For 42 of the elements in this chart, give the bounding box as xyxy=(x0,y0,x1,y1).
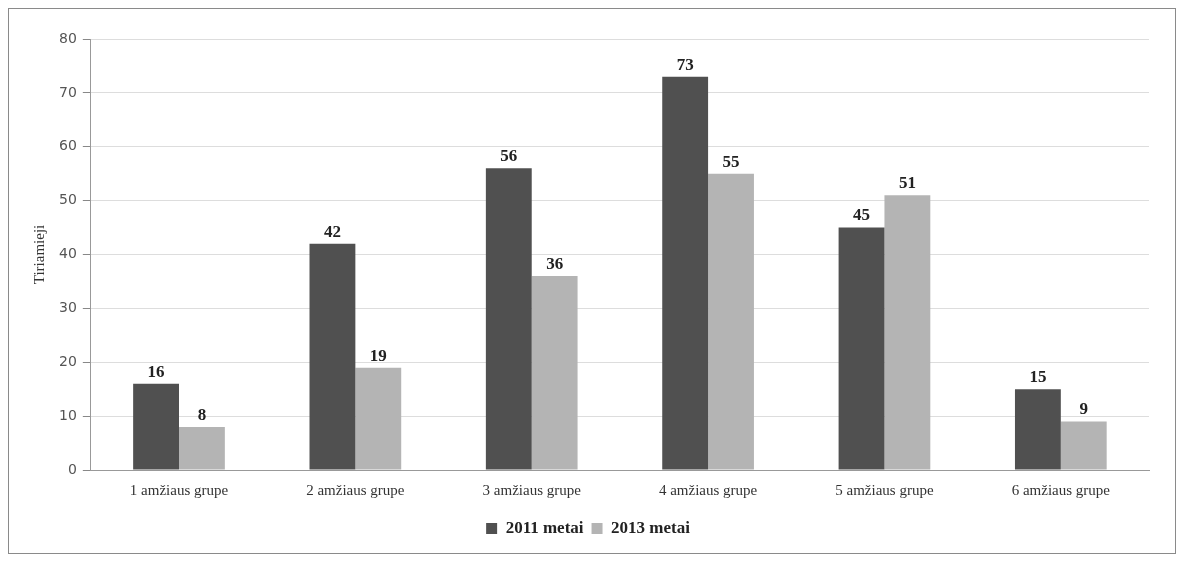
y-tick-label: 60 xyxy=(58,137,77,154)
bar xyxy=(355,367,402,470)
y-tick-label: 20 xyxy=(58,352,77,369)
x-tick-label: 3 amžiaus grupe xyxy=(482,481,582,498)
bar xyxy=(531,276,578,470)
bar xyxy=(1060,421,1107,470)
bar xyxy=(485,168,532,470)
x-tick-label: 5 amžiaus grupe xyxy=(835,481,934,498)
data-label: 56 xyxy=(500,146,518,166)
bar xyxy=(309,243,356,470)
x-tick-label: 2 amžiaus grupe xyxy=(306,481,405,498)
data-label: 15 xyxy=(1029,367,1047,387)
x-tick-label: 1 amžiaus grupe xyxy=(129,481,229,498)
y-tick-label: 30 xyxy=(58,299,77,316)
y-tick-label: 40 xyxy=(58,245,77,262)
y-tick-label: 70 xyxy=(58,83,77,100)
data-label: 73 xyxy=(676,54,694,74)
data-label: 45 xyxy=(853,205,871,225)
x-tick-label: 6 amžiaus grupe xyxy=(1011,481,1111,498)
bar xyxy=(884,195,931,470)
bar xyxy=(1014,389,1061,470)
bar xyxy=(179,426,225,470)
bar xyxy=(838,227,885,470)
y-tick-label: 50 xyxy=(58,191,77,208)
data-label: 55 xyxy=(722,151,740,171)
bar xyxy=(133,383,179,470)
x-tick-label: 4 amžiaus grupe xyxy=(658,481,758,498)
data-label: 9 xyxy=(1079,399,1088,419)
y-tick-label: 80 xyxy=(58,29,77,46)
bar xyxy=(662,76,709,470)
data-label: 42 xyxy=(323,221,341,241)
data-label: 16 xyxy=(147,361,165,381)
y-tick-label: 0 xyxy=(67,460,77,477)
data-label: 19 xyxy=(369,345,387,365)
legend-label: 2013 metai xyxy=(611,517,691,537)
y-axis-title: Tiriamieji xyxy=(30,224,47,285)
legend-label: 2011 metai xyxy=(505,517,584,537)
bar xyxy=(708,173,754,470)
y-tick-label: 10 xyxy=(58,406,77,423)
data-label: 51 xyxy=(898,173,916,193)
data-label: 8 xyxy=(197,404,207,424)
data-label: 36 xyxy=(546,253,564,273)
